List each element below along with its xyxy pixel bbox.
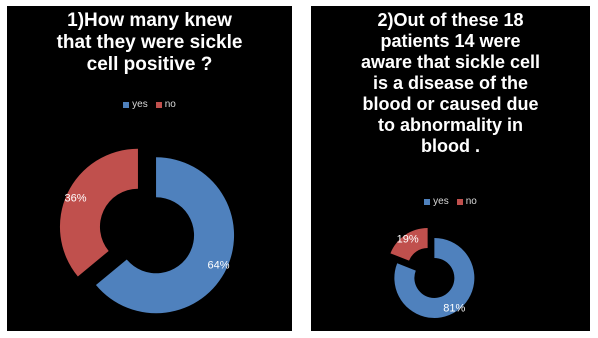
legend-swatch-no <box>155 101 162 108</box>
donut-slice-yes <box>394 237 475 318</box>
legend-item-no: no <box>155 99 176 110</box>
data-label-no: 19% <box>397 234 419 246</box>
data-label-yes: 64% <box>207 260 229 272</box>
chart-panel-1: 1)How many knew that they were sickle ce… <box>7 6 292 331</box>
legend-item-yes: yes <box>123 99 148 110</box>
chart-legend: yes no <box>311 196 590 207</box>
legend-item-no: no <box>456 196 477 207</box>
legend-swatch-no <box>456 198 463 205</box>
legend-label-no: no <box>465 196 477 207</box>
legend-swatch-yes <box>123 101 130 108</box>
legend-label-yes: yes <box>132 99 148 110</box>
donut-slice-no <box>390 228 428 261</box>
chart-panel-2: 2)Out of these 18 patients 14 were aware… <box>311 6 590 331</box>
data-label-yes: 81% <box>443 302 465 314</box>
donut-chart: 81% 19% <box>390 228 475 318</box>
donut-chart: 64% 36% <box>59 148 235 314</box>
chart-title: 1)How many knew that they were sickle ce… <box>56 10 243 75</box>
chart-legend: yes no <box>7 99 292 110</box>
data-label-no: 36% <box>65 192 87 204</box>
legend-label-no: no <box>164 99 176 110</box>
legend-label-yes: yes <box>433 196 449 207</box>
chart-title: 2)Out of these 18 patients 14 were aware… <box>360 10 541 156</box>
donut-slice-no <box>59 148 138 277</box>
legend-item-yes: yes <box>424 196 449 207</box>
legend-swatch-yes <box>424 198 431 205</box>
donut-slice-yes <box>95 157 235 314</box>
